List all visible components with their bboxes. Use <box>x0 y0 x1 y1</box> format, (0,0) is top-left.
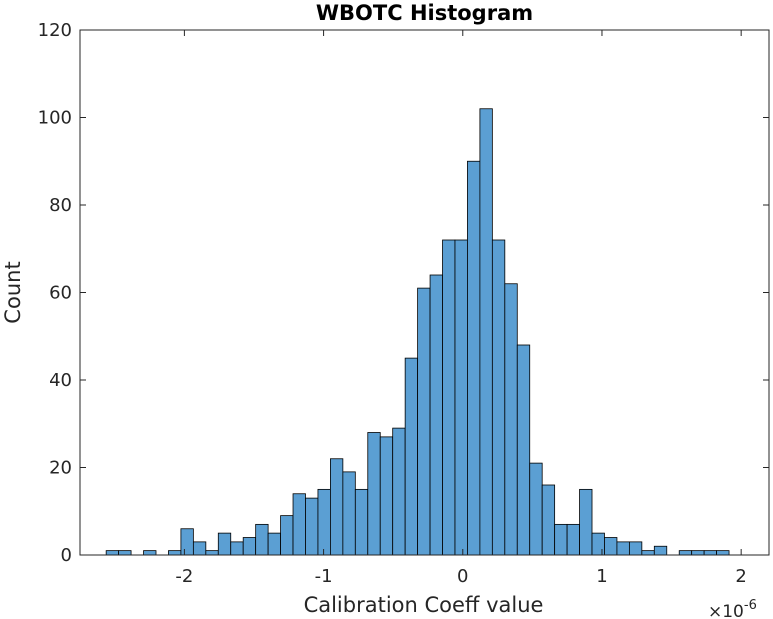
x-axis-label: Calibration Coeff value <box>304 593 544 617</box>
histogram-bar <box>429 274 443 556</box>
chart-title: WBOTC Histogram <box>316 1 533 25</box>
histogram-bar <box>354 488 369 556</box>
y-tick-label: 80 <box>49 195 72 216</box>
histogram-bar <box>653 545 668 556</box>
histogram-bar <box>292 493 306 556</box>
histogram-bar <box>192 541 207 556</box>
histogram-bar <box>404 357 419 556</box>
histogram-bar <box>554 523 568 556</box>
histogram-bar <box>604 537 618 556</box>
histogram-bar <box>417 287 431 556</box>
histogram-bar <box>479 108 493 556</box>
histogram-bar <box>143 550 157 556</box>
x-tick-label: 2 <box>735 566 746 587</box>
histogram-bar <box>205 550 219 556</box>
histogram-bar <box>703 550 717 556</box>
histogram-bar <box>118 550 132 556</box>
histogram-bar <box>367 432 381 556</box>
x-tick-label: 0 <box>457 566 468 587</box>
y-axis-label: Count <box>1 261 25 323</box>
ticks-group <box>80 29 769 556</box>
histogram-bar <box>716 550 730 556</box>
histogram-bar <box>342 471 356 556</box>
bars-group <box>105 108 730 556</box>
histogram-bar <box>579 488 593 556</box>
histogram-bar <box>255 523 269 556</box>
x-axis-exponent: ×10-6 <box>708 598 757 619</box>
histogram-bar <box>691 550 705 556</box>
y-tick-label: 20 <box>49 458 72 479</box>
histogram-bar <box>168 550 182 556</box>
y-tick-label: 60 <box>49 283 72 304</box>
histogram-bar <box>616 541 630 556</box>
histogram-bar <box>678 550 693 556</box>
histogram-bar <box>180 528 194 556</box>
histogram-bar <box>105 550 120 556</box>
histogram-bar <box>504 283 518 556</box>
histogram-bar <box>566 523 580 556</box>
y-tick-label: 120 <box>38 20 72 41</box>
x-axis-exponent-power: -6 <box>744 598 757 613</box>
y-tick-label: 100 <box>38 108 72 129</box>
histogram-bar <box>379 436 394 556</box>
histogram-bar <box>242 537 257 556</box>
y-tick-label: 0 <box>61 545 72 566</box>
histogram-bar <box>591 532 605 556</box>
x-tick-label: -1 <box>315 566 333 587</box>
x-tick-label: 1 <box>596 566 607 587</box>
histogram-bar <box>641 550 655 556</box>
histogram-bar <box>217 532 232 556</box>
histogram-bar <box>491 239 506 556</box>
histogram-bar <box>230 541 244 556</box>
histogram-bar <box>454 239 468 556</box>
histogram-bar <box>628 541 643 556</box>
histogram-bar <box>280 515 294 556</box>
histogram-bar <box>267 532 281 556</box>
x-tick-label: -2 <box>175 566 193 587</box>
histogram-bar <box>516 344 531 556</box>
histogram-bar <box>467 160 481 556</box>
histogram-bar <box>529 462 543 556</box>
histogram-bar <box>541 484 556 556</box>
histogram-bar <box>305 497 319 556</box>
x-axis-exponent-base: ×10 <box>708 602 744 619</box>
histogram-bar <box>442 239 456 556</box>
histogram-bar <box>330 458 344 556</box>
histogram-bar <box>392 427 406 556</box>
y-tick-label: 40 <box>49 370 72 391</box>
histogram-bar <box>317 488 331 556</box>
